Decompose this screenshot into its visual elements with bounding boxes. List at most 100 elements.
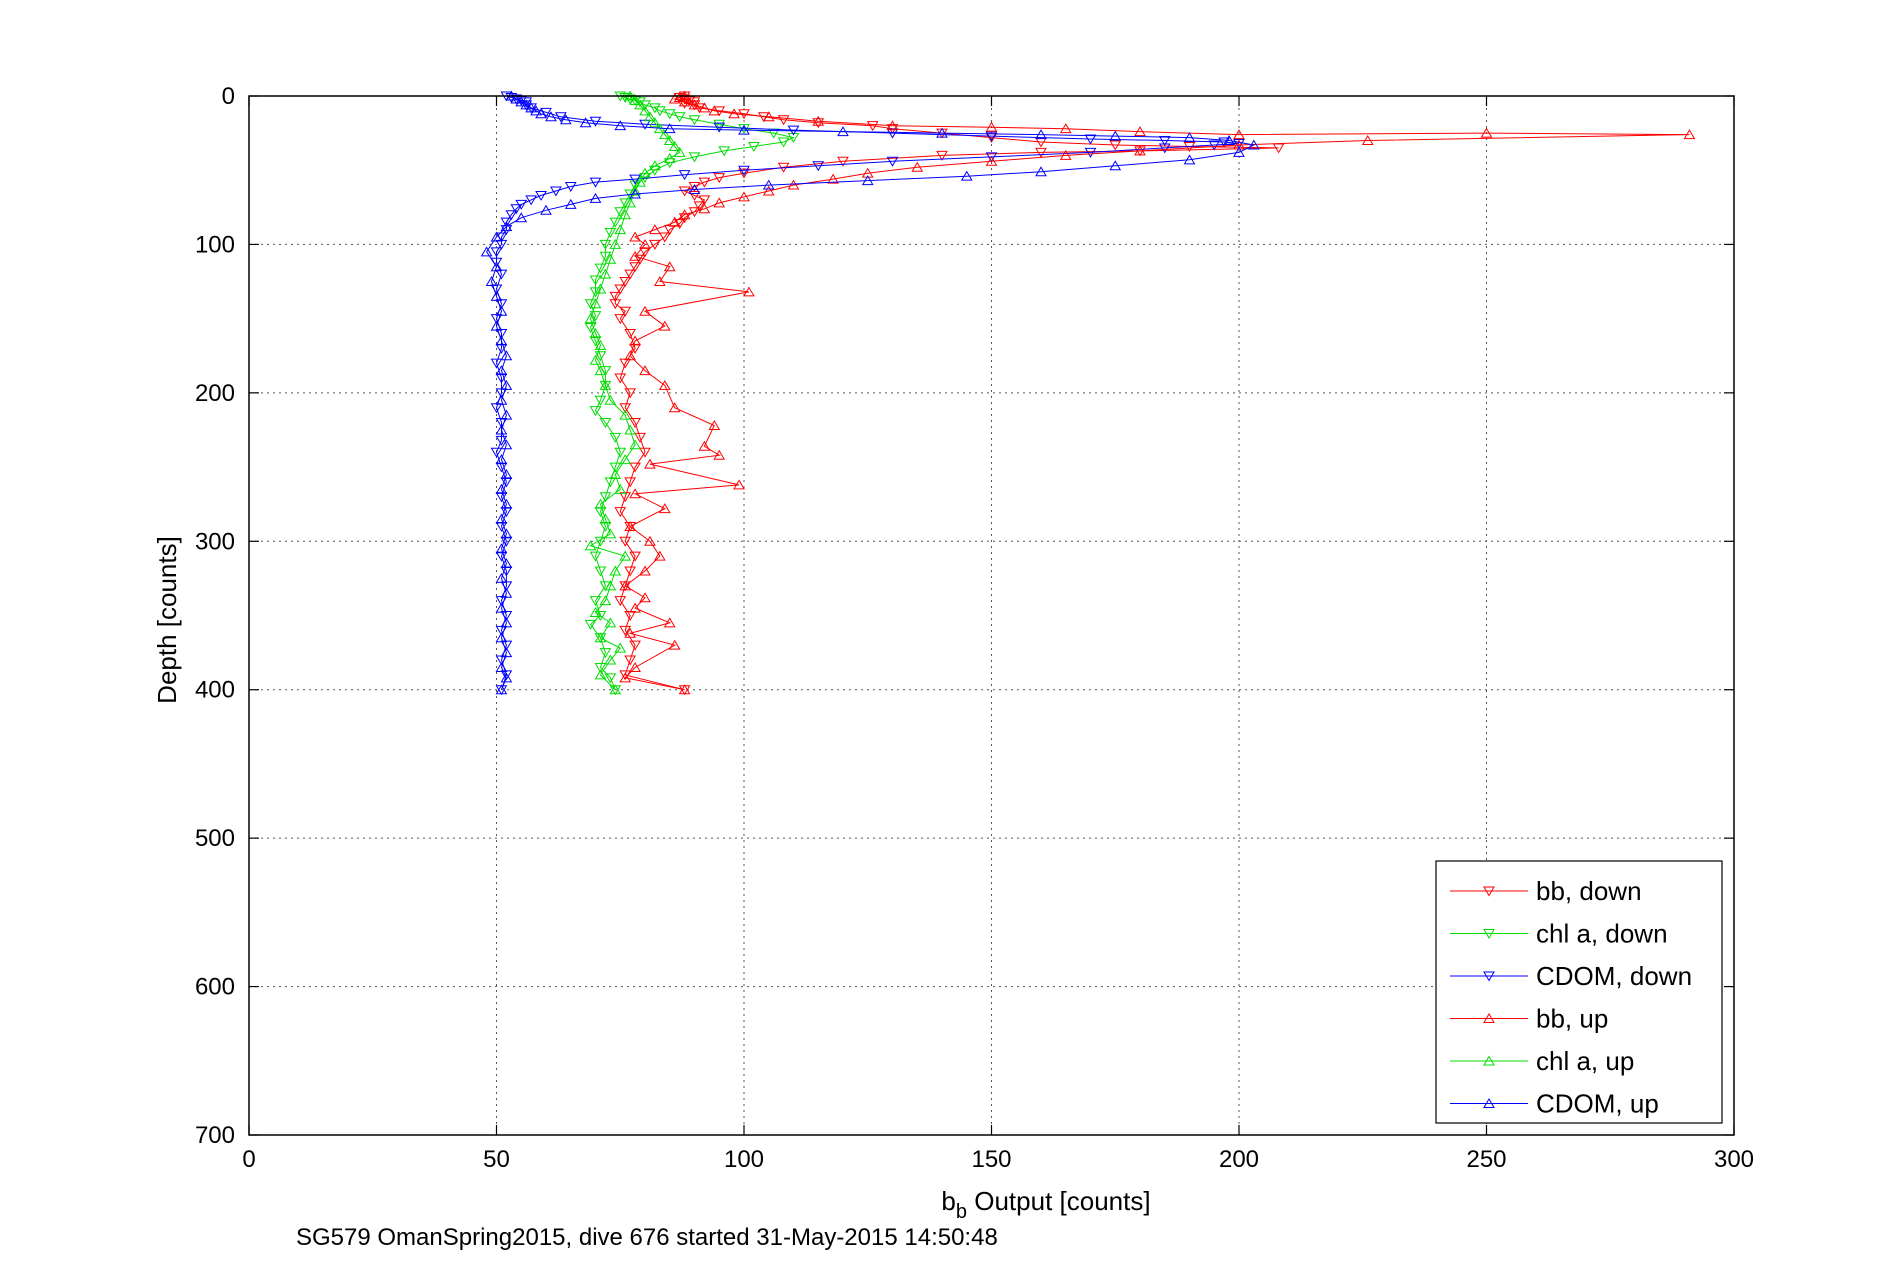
data-point <box>673 146 686 157</box>
data-point <box>634 176 646 187</box>
legend-entry: CDOM, down <box>1536 961 1692 991</box>
y-tick-label: 300 <box>195 528 235 555</box>
data-point <box>564 182 577 193</box>
data-point <box>629 661 641 672</box>
data-point <box>1218 137 1231 148</box>
data-point <box>545 111 557 122</box>
data-point <box>639 105 651 116</box>
data-point <box>500 528 513 539</box>
data-point <box>639 247 651 258</box>
data-point <box>718 146 731 157</box>
data-point <box>658 503 671 514</box>
data-point <box>594 498 607 509</box>
data-point <box>728 108 740 119</box>
data-point <box>594 365 607 376</box>
data-point <box>708 420 721 431</box>
data-point <box>599 379 612 390</box>
data-point <box>673 91 686 102</box>
data-point <box>490 320 503 331</box>
data-point <box>1158 136 1171 147</box>
data-point <box>787 179 800 190</box>
series-line <box>589 95 796 690</box>
legend-marker <box>1483 1013 1495 1023</box>
y-tick-label: 700 <box>195 1122 235 1149</box>
series-3 <box>619 90 1696 695</box>
data-point <box>624 350 637 361</box>
data-point <box>579 117 592 128</box>
data-point <box>688 182 701 193</box>
data-point <box>614 596 627 607</box>
data-point <box>599 513 612 524</box>
data-point <box>837 126 849 137</box>
data-point <box>594 263 607 274</box>
data-point <box>673 219 686 230</box>
data-point <box>614 284 627 295</box>
y-tick-label: 600 <box>195 974 235 1001</box>
data-point <box>619 306 632 317</box>
data-point <box>743 286 755 297</box>
data-point <box>861 167 874 178</box>
data-point <box>500 217 513 228</box>
data-point <box>500 409 513 420</box>
data-point <box>619 277 632 288</box>
data-point <box>1035 147 1047 158</box>
data-point <box>668 140 681 151</box>
data-point <box>663 109 676 120</box>
data-point <box>604 253 617 264</box>
data-point <box>629 439 641 450</box>
data-point <box>599 251 612 262</box>
data-point <box>639 167 651 178</box>
data-point <box>495 632 508 643</box>
data-point <box>688 184 701 195</box>
data-point <box>634 254 646 265</box>
data-point <box>738 124 750 135</box>
x-tick-label: 0 <box>242 1146 255 1173</box>
data-point <box>644 458 656 469</box>
data-point <box>584 540 597 551</box>
data-point <box>619 409 632 420</box>
data-point <box>604 580 617 591</box>
data-point <box>594 669 607 680</box>
data-point <box>861 175 874 186</box>
x-tick-label: 250 <box>1466 1146 1506 1173</box>
data-point <box>500 439 513 450</box>
data-point <box>589 607 602 618</box>
data-point <box>495 335 508 346</box>
data-point <box>515 96 528 107</box>
data-point <box>495 365 508 376</box>
data-point <box>624 388 637 399</box>
y-tick-label: 0 <box>222 83 235 110</box>
data-point <box>663 135 676 146</box>
data-point <box>629 488 641 499</box>
x-tick-label: 150 <box>971 1146 1011 1173</box>
data-point <box>1223 135 1235 146</box>
data-point <box>688 152 701 163</box>
data-point <box>812 118 825 129</box>
data-point <box>599 418 612 429</box>
data-point <box>644 111 656 122</box>
data-point <box>629 188 641 199</box>
data-point <box>495 454 508 465</box>
x-tick-label: 200 <box>1219 1146 1259 1173</box>
data-point <box>599 595 612 606</box>
data-point <box>604 673 617 684</box>
data-point <box>495 483 508 494</box>
figure-caption: SG579 OmanSpring2015, dive 676 started 3… <box>296 1224 998 1251</box>
data-point <box>663 261 676 272</box>
data-point <box>629 250 641 261</box>
data-point <box>748 141 760 152</box>
data-point <box>495 305 508 316</box>
data-point <box>594 566 607 577</box>
data-point <box>698 195 711 206</box>
data-point <box>713 449 726 460</box>
data-point <box>624 627 637 638</box>
legend-entry: CDOM, up <box>1536 1089 1659 1119</box>
data-point <box>609 462 622 473</box>
data-point <box>985 131 998 142</box>
data-point <box>787 133 800 144</box>
data-point <box>624 655 637 666</box>
data-point <box>619 625 632 636</box>
data-point <box>525 102 538 113</box>
data-point <box>589 354 602 365</box>
y-tick-label: 500 <box>195 825 235 852</box>
